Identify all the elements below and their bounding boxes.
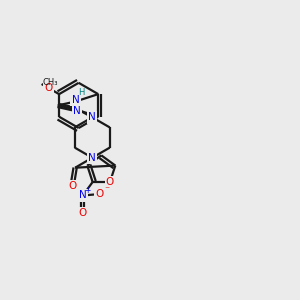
Text: O: O <box>79 208 87 218</box>
Text: N: N <box>73 106 81 116</box>
Text: O: O <box>68 181 76 191</box>
Text: H: H <box>78 88 84 97</box>
Text: N: N <box>88 153 96 163</box>
Text: N: N <box>88 112 96 122</box>
Text: O: O <box>106 177 114 187</box>
Text: N: N <box>79 190 87 200</box>
Text: ⁻: ⁻ <box>104 185 109 195</box>
Text: +: + <box>84 186 91 195</box>
Text: O: O <box>95 189 103 199</box>
Text: N: N <box>72 95 80 105</box>
Text: O: O <box>44 83 52 93</box>
Text: CH₃: CH₃ <box>43 78 58 87</box>
